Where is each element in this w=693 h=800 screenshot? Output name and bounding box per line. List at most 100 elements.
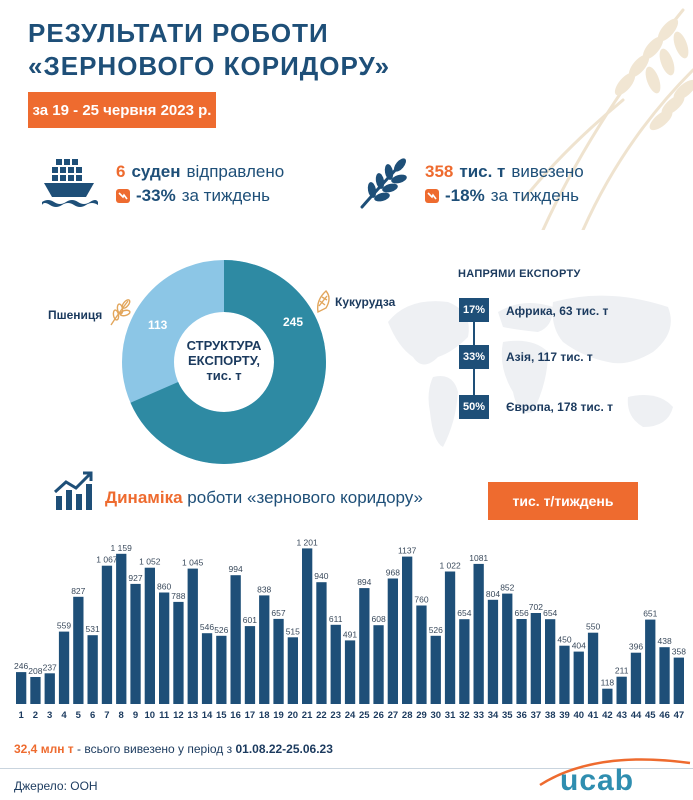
ucab-logo: ucab xyxy=(560,764,635,797)
bar-week-31 xyxy=(444,571,456,704)
x-tick-label: 35 xyxy=(502,710,513,721)
x-tick-label: 4 xyxy=(61,710,67,721)
bar-value-label: 611 xyxy=(329,614,343,624)
bar-week-21 xyxy=(302,548,313,704)
tonnage-change-text: за тиждень xyxy=(490,186,579,205)
x-tick-label: 6 xyxy=(90,710,95,721)
bar-value-label: 838 xyxy=(257,584,271,594)
bar-week-24 xyxy=(344,640,356,704)
bar-week-7 xyxy=(101,565,113,704)
x-tick-label: 25 xyxy=(359,710,370,721)
tonnage-count: 358 xyxy=(425,162,454,181)
bar-value-label: 404 xyxy=(572,641,586,651)
direction-label-europe: Європа, 178 тис. т xyxy=(506,400,613,414)
bar-week-40 xyxy=(573,651,584,704)
bar-week-6 xyxy=(87,635,98,704)
ships-count: 6 xyxy=(116,162,126,181)
bar-value-label: 237 xyxy=(43,662,57,672)
bar-week-2 xyxy=(30,677,41,704)
bar-week-22 xyxy=(316,582,327,704)
x-tick-label: 37 xyxy=(531,710,542,721)
x-tick-label: 1 xyxy=(18,710,24,721)
dynamics-title-highlight: Динаміка xyxy=(105,488,183,507)
title-line-2: «ЗЕРНОВОГО КОРИДОРУ» xyxy=(28,51,391,81)
x-tick-label: 9 xyxy=(133,710,138,721)
direction-label-africa: Африка, 63 тис. т xyxy=(506,304,609,318)
bar-week-11 xyxy=(159,592,170,704)
bar-week-26 xyxy=(373,625,384,704)
x-tick-label: 46 xyxy=(659,710,670,721)
bar-week-20 xyxy=(287,637,298,704)
bar-value-label: 760 xyxy=(414,595,428,605)
tonnage-unit: тис. т xyxy=(459,162,506,181)
bar-value-label: 1137 xyxy=(398,546,417,556)
bar-value-label: 1 045 xyxy=(182,558,204,568)
bar-week-41 xyxy=(587,632,599,704)
bar-value-label: 940 xyxy=(314,571,328,581)
x-tick-label: 20 xyxy=(288,710,299,721)
period-badge: за 19 - 25 червня 2023 р. xyxy=(28,92,216,128)
x-tick-label: 42 xyxy=(602,710,613,721)
bar-value-label: 601 xyxy=(243,615,257,625)
bar-value-label: 1081 xyxy=(469,553,488,563)
corn-label: Кукурудза xyxy=(335,295,396,309)
direction-pct-africa: 17% xyxy=(459,298,489,322)
bar-value-label: 860 xyxy=(157,582,171,592)
dynamics-title: Динаміка роботи «зернового коридору» xyxy=(105,488,423,508)
bar-value-label: 358 xyxy=(672,647,686,657)
export-structure-donut xyxy=(122,260,326,464)
total-exported: 32,4 млн т - всього вивезено у період з … xyxy=(14,742,333,756)
bar-value-label: 1 067 xyxy=(96,555,118,565)
directions-title: НАПРЯМИ ЕКСПОРТУ xyxy=(458,268,581,280)
direction-pct-asia: 33% xyxy=(459,345,489,369)
x-tick-label: 5 xyxy=(76,710,82,721)
x-tick-label: 33 xyxy=(473,710,484,721)
bar-value-label: 526 xyxy=(214,625,228,635)
x-tick-label: 24 xyxy=(345,710,356,721)
bar-value-label: 438 xyxy=(658,636,672,646)
x-tick-label: 30 xyxy=(431,710,442,721)
bar-week-15 xyxy=(216,635,227,704)
bar-value-label: 654 xyxy=(457,608,471,618)
bar-value-label: 550 xyxy=(586,622,600,632)
x-tick-label: 11 xyxy=(159,710,170,721)
total-num: 32,4 млн т xyxy=(14,742,74,756)
bar-value-label: 994 xyxy=(229,564,243,574)
x-tick-label: 43 xyxy=(616,710,627,721)
x-tick-label: 32 xyxy=(459,710,470,721)
ships-text: відправлено xyxy=(186,162,285,181)
x-tick-label: 21 xyxy=(302,710,313,721)
direction-label-asia: Азія, 117 тис. т xyxy=(506,350,593,364)
bar-value-label: 1 022 xyxy=(439,561,461,571)
x-tick-label: 17 xyxy=(245,710,256,721)
bar-week-37 xyxy=(530,613,541,704)
x-tick-label: 45 xyxy=(645,710,656,721)
title-line-1: РЕЗУЛЬТАТИ РОБОТИ xyxy=(28,18,329,48)
logo-swoosh-icon xyxy=(539,758,691,787)
footer-divider xyxy=(0,768,693,769)
bar-week-28 xyxy=(402,556,413,704)
bar-value-label: 968 xyxy=(386,568,400,578)
ships-change-text: за тиждень xyxy=(181,186,270,205)
bar-week-30 xyxy=(430,635,441,704)
bar-value-label: 927 xyxy=(128,573,142,583)
x-tick-label: 36 xyxy=(516,710,527,721)
bar-value-label: 491 xyxy=(343,629,357,639)
bar-value-label: 894 xyxy=(357,577,371,587)
donut-slice-corn xyxy=(122,260,326,464)
bar-week-35 xyxy=(502,593,513,704)
bar-week-23 xyxy=(330,624,341,704)
x-tick-label: 41 xyxy=(588,710,599,721)
bar-week-47 xyxy=(673,657,684,704)
total-period: 01.08.22-25.06.23 xyxy=(235,742,333,756)
bar-value-label: 531 xyxy=(86,624,100,634)
wheat-icon xyxy=(360,158,407,209)
bar-week-16 xyxy=(230,575,241,704)
wheat-decoration-icon xyxy=(521,8,693,230)
cargo-ship-icon xyxy=(42,159,98,207)
bar-week-36 xyxy=(516,619,527,704)
bar-week-19 xyxy=(273,618,284,704)
bar-week-38 xyxy=(545,619,556,704)
x-tick-label: 40 xyxy=(574,710,585,721)
